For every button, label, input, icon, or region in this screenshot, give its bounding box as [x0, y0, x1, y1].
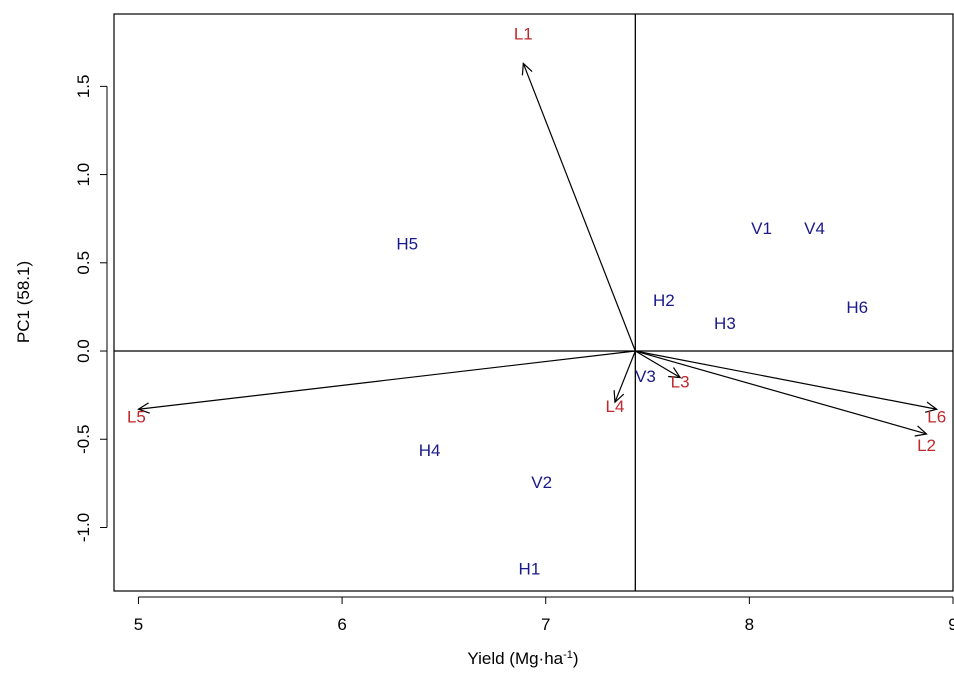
vector-l1	[522, 63, 636, 352]
x-tick-label: 6	[337, 615, 346, 634]
vector-l3	[635, 350, 681, 379]
x-axis-title-superscript: -1	[563, 649, 573, 661]
arrowhead-l6	[924, 401, 939, 413]
vector-l6	[635, 350, 937, 410]
genotype-label-h6: H6	[846, 298, 868, 317]
genotype-label-h2: H2	[653, 291, 675, 310]
arrowhead-l5	[137, 402, 150, 414]
genotype-label-h5: H5	[396, 235, 418, 254]
arrowhead-l4	[613, 390, 625, 404]
y-tick-label: -0.5	[74, 425, 93, 454]
genotype-label-v1: V1	[751, 219, 772, 238]
point-labels: L1 L2 L3 L4 L5 L6 V1 V4 H5 H2 H3 H6 V3 H4 V2 H1	[127, 25, 946, 579]
y-axis-title: PC1 (58.1)	[14, 261, 33, 343]
x-axis-title-suffix: )	[573, 649, 579, 668]
environment-label-l3: L3	[671, 372, 690, 391]
genotype-label-v2: V2	[531, 473, 552, 492]
y-tick-label: -1.0	[74, 513, 93, 542]
environment-label-l4: L4	[605, 397, 624, 416]
vector-l2	[635, 350, 927, 435]
vector-l5	[138, 350, 636, 410]
x-axis-title-main: Yield (Mg·ha	[467, 649, 563, 668]
x-tick-label: 5	[134, 615, 143, 634]
vector-l4	[614, 350, 636, 403]
y-tick-label: 1.5	[74, 75, 93, 99]
environment-label-l1: L1	[514, 25, 533, 44]
reference-lines	[114, 14, 953, 591]
x-tick-label: 9	[948, 615, 954, 634]
genotype-label-h3: H3	[714, 314, 736, 333]
genotype-label-v3: V3	[635, 367, 656, 386]
x-axis-title: Yield (Mg·ha-1)	[467, 649, 578, 668]
x-tick-label: 8	[745, 615, 754, 634]
genotype-label-v4: V4	[804, 219, 825, 238]
y-tick-label: 0.0	[74, 339, 93, 363]
genotype-label-h4: H4	[419, 441, 441, 460]
environment-label-l2: L2	[917, 436, 936, 455]
arrowhead-l2	[914, 425, 928, 437]
genotype-label-h1: H1	[519, 559, 541, 578]
y-tick-label: 1.0	[74, 163, 93, 187]
plot-border	[113, 13, 954, 592]
environment-vectors	[137, 62, 939, 437]
axes-layer: 5 6 7 8 9 -1.0 -0.5 0.0 0.5 1.0 1.5	[74, 75, 954, 634]
arrowhead-l1	[521, 62, 533, 76]
environment-label-l5: L5	[127, 408, 146, 427]
y-tick-label: 0.5	[74, 251, 93, 275]
arrowhead-l3	[668, 367, 682, 379]
x-tick-label: 7	[541, 615, 550, 634]
environment-label-l6: L6	[927, 408, 946, 427]
